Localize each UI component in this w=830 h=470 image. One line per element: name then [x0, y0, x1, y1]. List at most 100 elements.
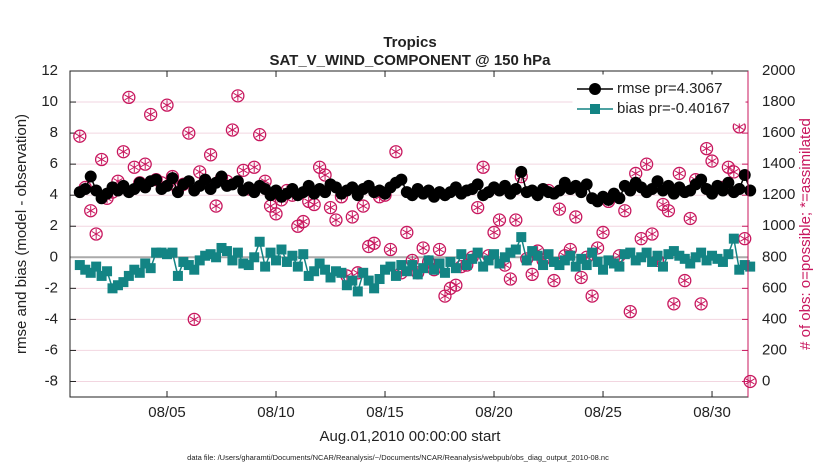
x-tick-label: 08/10: [257, 404, 295, 421]
obs-asterisk: [505, 274, 515, 285]
bias-marker: [276, 244, 287, 255]
rmse-marker: [166, 172, 179, 185]
bias-marker: [717, 256, 728, 267]
obs-circle: [645, 227, 659, 241]
rmse-marker: [79, 182, 92, 195]
bias-marker: [91, 261, 102, 272]
bias-marker: [412, 269, 423, 280]
bias-marker: [281, 256, 292, 267]
bias-marker: [434, 258, 445, 269]
obs-marker: [182, 126, 196, 140]
obs-asterisk: [233, 90, 243, 101]
chart-title: Tropics: [383, 34, 436, 51]
bias-marker: [510, 244, 521, 255]
y-tick-label: -2: [45, 279, 58, 296]
x-tick-label: 08/30: [693, 404, 731, 421]
rmse-marker: [738, 169, 751, 182]
bias-marker: [309, 266, 320, 277]
bias-marker: [576, 253, 587, 264]
legend-marker: [589, 83, 601, 95]
rmse-marker: [722, 176, 735, 189]
y2-axis-label: # of obs: o=possible; *=assimilated: [797, 118, 814, 350]
obs-circle: [705, 154, 719, 168]
rmse-marker: [150, 173, 163, 186]
bias-marker: [619, 249, 630, 260]
bias-marker: [489, 249, 500, 260]
bias-marker: [587, 247, 598, 258]
obs-circle: [138, 157, 152, 171]
bias-marker: [211, 252, 222, 263]
bias-marker: [123, 270, 134, 281]
bias-marker: [461, 260, 472, 271]
bias-marker: [625, 247, 636, 258]
bias-marker: [162, 249, 173, 260]
obs-marker: [525, 267, 539, 282]
bias-marker: [249, 252, 260, 263]
bias-marker: [172, 270, 183, 281]
obs-asterisk: [685, 213, 695, 224]
obs-circle: [253, 127, 267, 142]
obs-marker: [89, 227, 103, 241]
obs-circle: [743, 374, 757, 389]
bias-marker: [663, 249, 674, 260]
obs-marker: [574, 270, 588, 285]
bias-marker: [505, 247, 516, 258]
obs-marker: [247, 160, 261, 174]
obs-circle: [160, 98, 174, 112]
obs-asterisk: [625, 306, 635, 317]
bias-marker: [325, 272, 336, 283]
y2-tick-label: 2000: [762, 62, 795, 79]
obs-marker: [492, 213, 507, 227]
bias-marker: [532, 250, 543, 261]
obs-marker: [144, 107, 158, 122]
y-tick-label: -8: [45, 372, 58, 389]
obs-asterisk: [271, 208, 281, 219]
y2-tick-label: 400: [762, 310, 787, 327]
obs-asterisk: [636, 233, 646, 244]
obs-circle: [269, 207, 283, 221]
obs-asterisk: [129, 162, 139, 173]
obs-marker: [596, 225, 610, 240]
obs-marker: [639, 157, 654, 171]
bias-marker: [151, 247, 162, 258]
obs-marker: [296, 214, 310, 229]
bias-marker: [303, 270, 314, 281]
obs-circle: [503, 272, 518, 286]
obs-circle: [94, 152, 109, 167]
obs-circle: [618, 204, 632, 218]
obs-asterisk: [238, 165, 248, 176]
bias-marker: [407, 260, 418, 271]
obs-circle: [552, 202, 567, 216]
bias-marker: [636, 252, 647, 263]
bias-marker: [521, 255, 532, 266]
y-tick-label: -4: [45, 310, 58, 327]
bias-marker: [543, 249, 554, 260]
obs-circle: [400, 225, 414, 240]
bias-marker: [205, 249, 216, 260]
bias-marker: [614, 261, 625, 272]
obs-circle: [574, 270, 588, 285]
y-tick-label: 12: [41, 62, 58, 79]
y-tick-label: 2: [50, 217, 58, 234]
obs-marker: [116, 145, 131, 159]
rmse-marker: [182, 175, 195, 188]
obs-circle: [389, 145, 403, 159]
bias-marker: [352, 286, 363, 297]
obs-asterisk: [489, 227, 499, 238]
obs-marker: [432, 242, 447, 257]
y2-tick-label: 1600: [762, 124, 795, 141]
y2-tick-label: 1200: [762, 186, 795, 203]
bias-marker: [363, 275, 374, 286]
bias-marker: [429, 264, 440, 275]
x-tick-label: 08/05: [148, 404, 186, 421]
bias-marker: [652, 250, 663, 261]
obs-marker: [94, 152, 109, 167]
obs-asterisk: [195, 166, 205, 177]
obs-circle: [296, 214, 310, 229]
bias-marker: [548, 256, 559, 267]
obs-marker: [678, 273, 692, 288]
obs-circle: [683, 211, 697, 226]
y2-tick-label: 600: [762, 279, 787, 296]
obs-asterisk: [696, 298, 706, 309]
bias-marker: [734, 264, 745, 275]
